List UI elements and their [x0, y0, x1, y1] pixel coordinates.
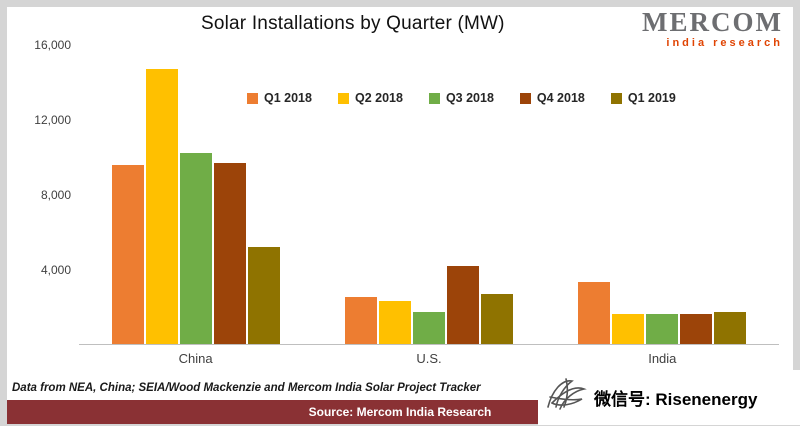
mercom-logo-wordmark: MERCOM: [642, 7, 783, 37]
legend-item: Q1 2018: [247, 91, 312, 105]
watermark-text: 微信号: Risenenergy: [594, 390, 758, 409]
legend-item: Q1 2019: [610, 91, 676, 105]
legend-swatch-icon: [247, 92, 258, 104]
x-axis-label: U.S.: [416, 351, 442, 366]
bar-q1-2018: [578, 282, 611, 344]
legend-item: Q4 2018: [519, 91, 585, 105]
chart-title: Solar Installations by Quarter (MW): [200, 13, 505, 34]
legend-label: Q1 2019: [627, 91, 676, 105]
bar-q1-2019: [247, 246, 280, 344]
bar-group-china: China: [111, 45, 280, 366]
legend-label: Q4 2018: [536, 91, 585, 105]
legend: Q1 2018 Q2 2018 Q3 2018 Q4 2018 Q1 2019: [247, 91, 676, 105]
footnote: Data from NEA, China; SEIA/Wood Mackenzi…: [12, 382, 481, 394]
bar-q3-2018: [412, 312, 445, 344]
bar-q3-2018: [646, 314, 679, 344]
y-tick-label: 12,000: [34, 113, 71, 127]
bar-group-us: U.S.: [344, 45, 513, 366]
legend-item: Q3 2018: [428, 91, 494, 105]
legend-swatch-icon: [428, 92, 440, 104]
bar-q2-2018: [145, 69, 178, 344]
bar-q1-2018: [344, 297, 377, 344]
legend-label: Q2 2018: [354, 91, 403, 105]
bar-q4-2018: [213, 162, 246, 344]
bar-q4-2018: [680, 314, 713, 344]
legend-label: Q3 2018: [445, 91, 494, 105]
legend-item: Q2 2018: [337, 91, 403, 105]
bar-group-india: India: [578, 45, 747, 366]
y-axis: 4,000 8,000 12,000 16,000: [13, 38, 71, 345]
bar-q2-2018: [378, 301, 411, 344]
scribble-bird-icon: [542, 373, 590, 422]
y-tick-label: 4,000: [40, 263, 71, 277]
x-axis-label: India: [648, 351, 677, 366]
bar-q3-2018: [179, 153, 212, 344]
x-axis-label: China: [178, 351, 213, 366]
legend-label: Q1 2018: [264, 91, 312, 105]
legend-swatch-icon: [610, 92, 622, 104]
chart-card: Solar Installations by Quarter (MW) MERC…: [7, 7, 793, 424]
mercom-logo: MERCOM india research: [642, 9, 783, 49]
bar-q1-2018: [111, 164, 144, 344]
mercom-logo-tagline: india research: [666, 37, 783, 49]
bar-q1-2019: [480, 293, 513, 344]
bar-q2-2018: [612, 314, 645, 344]
bar-q4-2018: [446, 265, 479, 344]
plot-area: China U.S. India: [79, 45, 779, 366]
wechat-watermark: 微信号: Risenenergy: [538, 370, 800, 425]
legend-swatch-icon: [337, 92, 349, 104]
y-tick-label: 16,000: [34, 38, 71, 52]
bar-q1-2019: [714, 312, 747, 344]
legend-swatch-icon: [519, 92, 531, 104]
y-tick-label: 8,000: [40, 188, 71, 202]
source-label: Source: Mercom India Research: [308, 405, 492, 419]
